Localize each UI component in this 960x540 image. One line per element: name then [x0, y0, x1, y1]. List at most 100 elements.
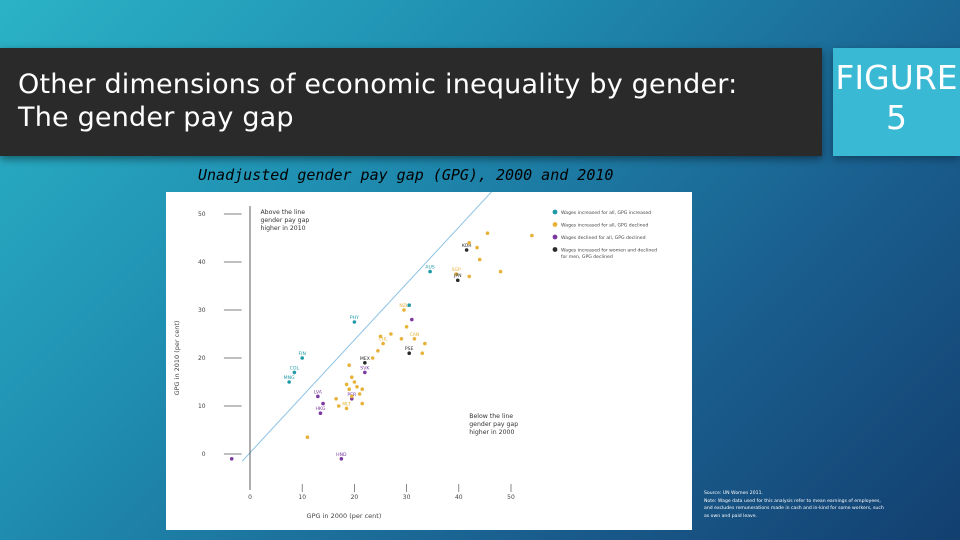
y-tick-label: 50: [198, 211, 206, 218]
data-point: [402, 308, 406, 312]
x-tick-label: 40: [455, 494, 463, 501]
data-point: [464, 248, 469, 252]
data-point: [407, 303, 412, 307]
data-point: [292, 370, 297, 375]
slide-title-line-2: The gender pay gap: [18, 102, 294, 133]
data-point: [410, 317, 414, 322]
data-point-label: KOR: [462, 243, 472, 249]
source-line-1: Source: UN Women 2011.: [704, 491, 763, 496]
chart-annotation-line: gender pay gap: [260, 217, 309, 224]
x-tick-label: 0: [248, 494, 252, 501]
chart-annotation-line: higher in 2000: [469, 429, 514, 436]
y-tick-label: 30: [198, 307, 206, 314]
data-point-label: PHY: [350, 315, 359, 321]
data-point: [420, 351, 425, 355]
legend-label: Wages declined for all, GPG declined: [561, 235, 646, 241]
y-tick-label: 20: [198, 355, 206, 362]
chart-annotation-line: gender pay gap: [469, 421, 518, 428]
data-point: [321, 401, 325, 406]
legend-marker-purple: [552, 234, 558, 240]
legend-marker-gold: [552, 222, 558, 227]
legend-label: Wages increased for women and declined: [561, 247, 657, 253]
data-point: [347, 387, 351, 391]
legend-label: for men, GPG declined: [561, 254, 613, 260]
data-point: [355, 385, 359, 389]
data-point: [334, 397, 338, 401]
chart-annotation-line: Below the line: [469, 413, 513, 420]
data-point: [360, 401, 365, 406]
data-point-label: SGP: [452, 267, 461, 273]
data-point: [530, 233, 534, 238]
x-tick-label: 10: [298, 494, 306, 501]
data-point: [316, 394, 320, 399]
data-point: [349, 375, 354, 379]
data-point: [360, 387, 365, 391]
data-point-label: AUS: [425, 265, 435, 271]
data-point: [305, 435, 310, 439]
data-point: [376, 349, 380, 353]
title-banner: Other dimensions of economic inequality …: [0, 48, 822, 156]
figure-label-number: 5: [886, 98, 907, 137]
slide-title-line-1: Other dimensions of economic inequality …: [18, 69, 738, 100]
data-point-label: CAN: [410, 332, 420, 338]
data-point-label: JPN: [453, 273, 462, 279]
data-point: [336, 404, 341, 408]
chart-subtitle: Unadjusted gender pay gap (GPG), 2000 an…: [198, 166, 614, 184]
legend-label: Wages increased for all, GPG declined: [561, 222, 648, 228]
data-point: [352, 320, 357, 324]
data-point: [229, 457, 234, 461]
data-point: [318, 411, 323, 415]
data-point: [287, 380, 291, 384]
data-point: [407, 351, 412, 355]
data-point: [357, 392, 362, 396]
source-line-2: Note: Wage data used for this analysis r…: [704, 498, 881, 504]
scatter-chart: 0 10 20 30 40 50 0 10 20 30 40 50 GPG in 2000 (per c…: [173, 192, 657, 520]
data-point-label: SVK: [360, 365, 370, 371]
x-axis-title: GPG in 2000 (per cent): [307, 512, 382, 520]
data-point-label: PSE: [405, 346, 414, 352]
data-point: [404, 325, 409, 329]
data-point: [467, 274, 472, 279]
figure-label-word: FIGURE: [835, 58, 958, 97]
data-point-label: MEX: [360, 356, 370, 362]
data-point: [412, 337, 417, 341]
data-point: [339, 457, 344, 461]
data-point: [370, 356, 375, 360]
y-axis-title: GPG in 2010 (per cent): [173, 321, 181, 396]
data-point: [347, 363, 351, 367]
x-tick-label: 20: [351, 494, 359, 501]
data-point: [455, 278, 460, 283]
data-point: [381, 341, 385, 346]
data-point: [363, 361, 367, 365]
source-line-3: and excludes remunerations made in cash …: [704, 506, 884, 512]
x-tick-label: 50: [507, 494, 515, 501]
data-point: [344, 406, 349, 411]
data-point: [475, 245, 479, 250]
data-point: [349, 394, 354, 399]
slide-title: Other dimensions of economic inequality …: [18, 68, 808, 134]
data-point: [344, 382, 349, 387]
data-point-label: LVA: [314, 389, 323, 395]
chart-panel: 0 10 20 30 40 50 0 10 20 30 40 50 GPG in 2000 (per c…: [166, 192, 692, 530]
diagonal-reference-line: [241, 192, 493, 462]
chart-annotation-line: Above the line: [260, 209, 305, 216]
source-line-4: as own and paid leave.: [704, 513, 758, 519]
data-point: [485, 231, 490, 235]
y-tick-label: 0: [202, 451, 206, 458]
data-point: [399, 337, 404, 341]
data-point: [477, 257, 482, 262]
data-point: [389, 332, 393, 336]
data-point: [467, 241, 472, 245]
data-point-label: MLT: [342, 401, 351, 407]
data-point-label: HND: [336, 452, 347, 458]
data-point: [378, 334, 383, 339]
data-point-label: FIN: [298, 351, 305, 357]
data-point: [423, 341, 427, 346]
legend-label: Wages increased for all, GPG increased: [561, 210, 651, 216]
data-point: [363, 370, 367, 375]
data-point-label: NZL: [399, 303, 409, 309]
chart-annotation-line: higher in 2010: [260, 225, 305, 232]
data-point: [428, 269, 432, 274]
legend-marker-teal: [552, 209, 558, 215]
x-tick-label: 30: [403, 494, 411, 501]
